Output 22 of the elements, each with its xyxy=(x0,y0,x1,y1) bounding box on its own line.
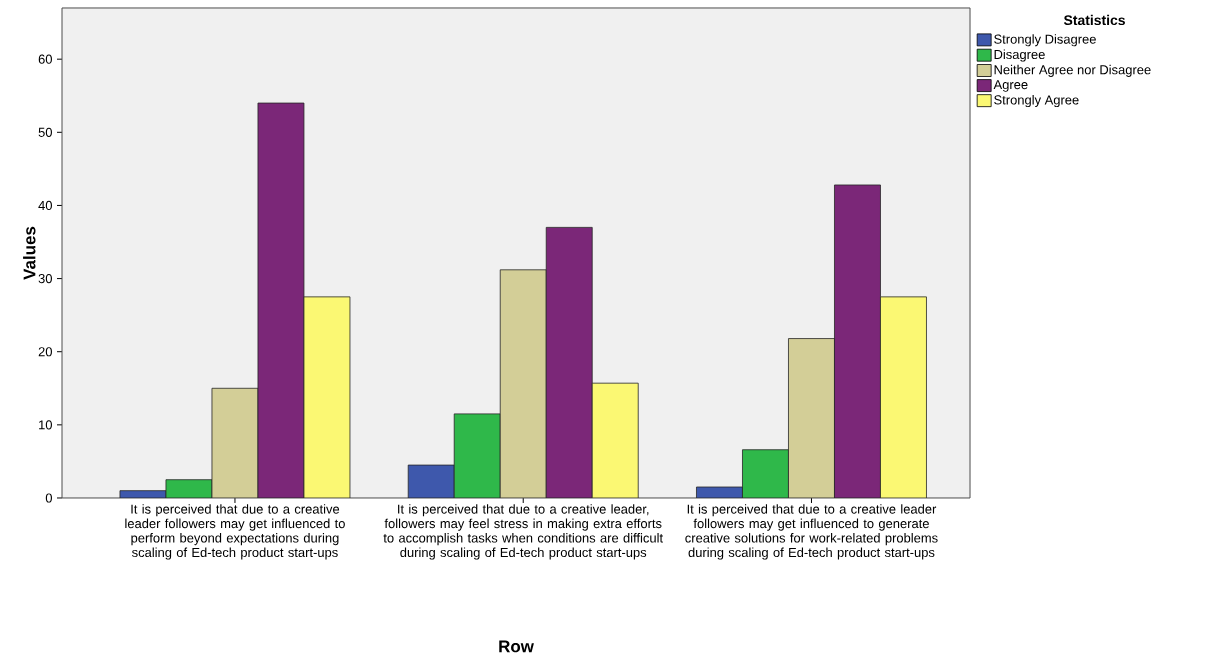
legend-label: Agree xyxy=(993,80,1028,92)
y-tick-label: 20 xyxy=(38,347,52,357)
x-tick-label: It is perceived that due to a creative leader followers may get influenced to generate creative solutions for work-related problems during scaling of Ed-tech product start-ups xyxy=(685,504,938,560)
x-axis-title: Row xyxy=(499,640,534,653)
y-tick-label: 30 xyxy=(38,273,52,284)
y-tick-label: 0 xyxy=(45,493,52,503)
x-tick-label: It is perceived that due to a creative leader, followers may feel stress in making extra efforts to accomplish tasks when conditions are difficult during scaling of Ed-tech product start-ups xyxy=(383,504,663,560)
y-tick-label: 10 xyxy=(39,420,52,430)
legend-label: Neither Agree nor Disagree xyxy=(994,64,1151,77)
y-tick-label: 40 xyxy=(38,200,52,211)
y-tick-label: 50 xyxy=(38,127,52,137)
y-tick-label: 60 xyxy=(38,54,52,64)
legend-label: Strongly Agree xyxy=(994,94,1079,108)
x-tick-label: It is perceived that due to a creative leader followers may get influenced to perform beyond expectations during scaling of Ed-tech product start-ups xyxy=(125,504,345,560)
bar xyxy=(407,464,455,498)
legend-label: Strongly Disagree xyxy=(994,34,1096,47)
y-axis-title: Values xyxy=(23,226,36,280)
bar xyxy=(257,102,305,498)
legend-title: Statistics xyxy=(1063,14,1125,26)
legend-label: Disagree xyxy=(994,49,1045,62)
bar xyxy=(545,226,593,498)
bar xyxy=(834,184,881,498)
